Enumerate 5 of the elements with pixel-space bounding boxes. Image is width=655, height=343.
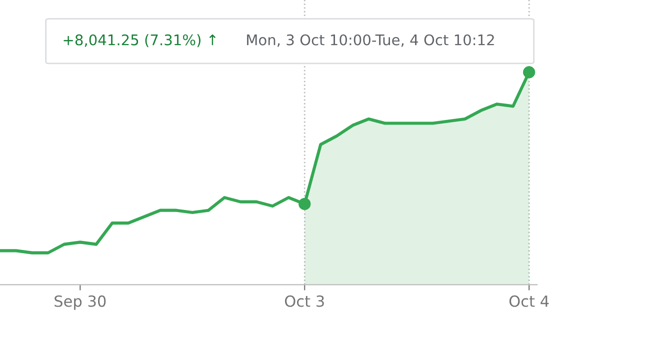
text: +8,041.25 (7.31%) ↑ [64,34,216,48]
x-tick-label: Sep 30 [54,295,106,310]
x-tick-label: Oct 4 [509,295,549,307]
text: Mon, 3 Oct 10:00-Tue, 4 Oct 10:12 [247,34,494,47]
x-tick-label: Oct 3 [284,295,324,307]
